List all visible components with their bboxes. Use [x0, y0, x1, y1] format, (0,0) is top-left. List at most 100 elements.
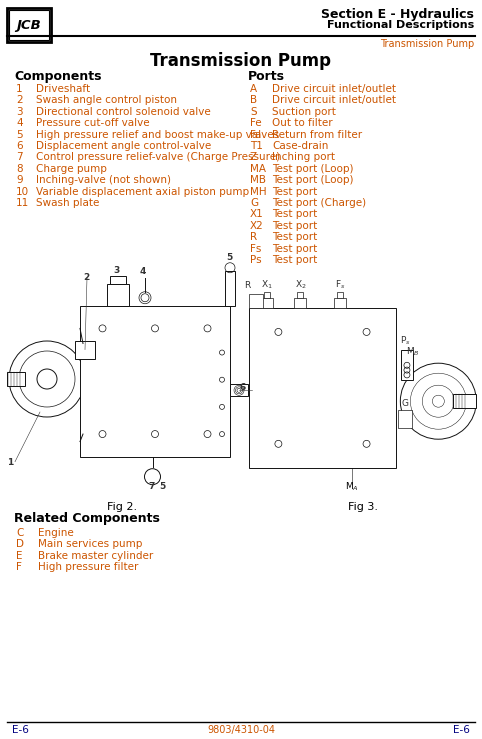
Text: Inching-valve (not shown): Inching-valve (not shown)	[36, 175, 171, 185]
Text: 4: 4	[140, 267, 147, 276]
Text: Test port: Test port	[272, 232, 317, 242]
Text: Control pressure relief-valve (Charge Pressure): Control pressure relief-valve (Charge Pr…	[36, 152, 280, 163]
Bar	[261, 298, 273, 308]
Text: C: C	[16, 528, 23, 538]
Text: Test port: Test port	[272, 187, 317, 197]
Text: F: F	[16, 562, 22, 572]
Text: X$_1$: X$_1$	[261, 279, 272, 291]
Bar	[249, 294, 263, 308]
Text: Suction port: Suction port	[272, 107, 336, 117]
Bar	[401, 350, 413, 380]
Text: R: R	[250, 232, 257, 242]
Bar	[230, 384, 248, 396]
Text: 7: 7	[16, 152, 23, 163]
Bar	[107, 284, 129, 306]
Text: Fs: Fs	[250, 244, 261, 253]
Text: 2: 2	[16, 95, 23, 106]
Text: R: R	[244, 281, 250, 290]
Text: JCB: JCB	[16, 18, 41, 32]
Text: Components: Components	[14, 70, 102, 83]
Text: Test port: Test port	[272, 209, 317, 219]
Text: Fa: Fa	[250, 129, 261, 140]
Bar	[75, 341, 95, 358]
Bar	[110, 276, 126, 284]
Text: Ports: Ports	[248, 70, 285, 83]
Text: 4: 4	[16, 118, 23, 128]
Text: 5: 5	[16, 129, 23, 140]
Text: Functional Descriptions: Functional Descriptions	[327, 20, 474, 30]
Text: 10: 10	[16, 187, 29, 197]
Text: Swash angle control piston: Swash angle control piston	[36, 95, 177, 106]
Text: Related Components: Related Components	[14, 512, 160, 525]
Text: Test port: Test port	[272, 221, 317, 231]
Text: Case-drain: Case-drain	[272, 141, 328, 151]
Text: Drive circuit inlet/outlet: Drive circuit inlet/outlet	[272, 84, 396, 94]
Bar	[80, 306, 230, 457]
Text: Displacement angle control-valve: Displacement angle control-valve	[36, 141, 211, 151]
Text: 2: 2	[83, 273, 89, 282]
Text: Test port: Test port	[272, 244, 317, 253]
Bar	[337, 292, 343, 298]
Bar	[249, 308, 396, 468]
Text: Inching port: Inching port	[272, 152, 335, 163]
Text: Fe: Fe	[250, 118, 262, 128]
Text: D: D	[16, 539, 24, 549]
Text: Test port (Loop): Test port (Loop)	[272, 164, 353, 174]
Bar	[453, 394, 476, 408]
Text: Charge pump: Charge pump	[36, 164, 107, 174]
Text: M$_A$: M$_A$	[345, 481, 359, 494]
Text: Fig 3.: Fig 3.	[348, 502, 377, 512]
Bar	[398, 410, 412, 428]
Text: X2: X2	[250, 221, 264, 231]
Text: G: G	[250, 198, 258, 208]
Text: High pressure relief and boost make-up valves: High pressure relief and boost make-up v…	[36, 129, 279, 140]
Text: M$_B$: M$_B$	[406, 346, 420, 358]
Text: P$_s$: P$_s$	[400, 335, 410, 347]
Text: Test port (Charge): Test port (Charge)	[272, 198, 366, 208]
Text: 6: 6	[16, 141, 23, 151]
Text: Directional control solenoid valve: Directional control solenoid valve	[36, 107, 211, 117]
Text: Return from filter: Return from filter	[272, 129, 362, 140]
Text: MB: MB	[250, 175, 266, 185]
Text: T1: T1	[250, 141, 263, 151]
Text: 9: 9	[16, 175, 23, 185]
Text: S: S	[250, 107, 256, 117]
Text: Test port (Loop): Test port (Loop)	[272, 175, 353, 185]
Text: B: B	[250, 95, 257, 106]
Text: Section E - Hydraulics: Section E - Hydraulics	[321, 8, 474, 21]
Text: Variable displacement axial piston pump: Variable displacement axial piston pump	[36, 187, 249, 197]
Text: A: A	[250, 84, 257, 94]
Text: E-6: E-6	[12, 725, 29, 735]
Text: X$_2$: X$_2$	[295, 279, 306, 291]
Text: Ps: Ps	[250, 255, 262, 265]
Text: 3: 3	[16, 107, 23, 117]
Text: Fig 2.: Fig 2.	[107, 502, 137, 512]
Text: 1: 1	[7, 457, 13, 467]
Text: MA: MA	[250, 164, 266, 174]
Text: E-6: E-6	[453, 725, 470, 735]
Text: 7: 7	[148, 482, 155, 491]
Text: Out to filter: Out to filter	[272, 118, 333, 128]
Bar	[264, 292, 269, 298]
Text: 5: 5	[226, 253, 232, 262]
Text: Brake master cylinder: Brake master cylinder	[38, 551, 153, 561]
Bar	[7, 8, 51, 42]
Text: Transmission Pump: Transmission Pump	[150, 52, 332, 70]
Text: Engine: Engine	[38, 528, 74, 538]
Text: 3: 3	[113, 266, 119, 275]
Text: Pressure cut-off valve: Pressure cut-off valve	[36, 118, 149, 128]
Text: X1: X1	[250, 209, 264, 219]
Text: High pressure filter: High pressure filter	[38, 562, 138, 572]
Text: 6: 6	[240, 384, 246, 392]
Bar	[295, 298, 307, 308]
Bar	[334, 298, 346, 308]
Text: E: E	[16, 551, 23, 561]
Text: 9803/4310-04: 9803/4310-04	[207, 725, 275, 735]
Bar	[225, 270, 235, 306]
Text: Z: Z	[250, 152, 257, 163]
Text: 5: 5	[160, 482, 166, 491]
Text: Driveshaft: Driveshaft	[36, 84, 90, 94]
Bar	[9, 10, 49, 40]
Text: 11: 11	[16, 198, 29, 208]
Text: F$_s$: F$_s$	[335, 279, 345, 291]
